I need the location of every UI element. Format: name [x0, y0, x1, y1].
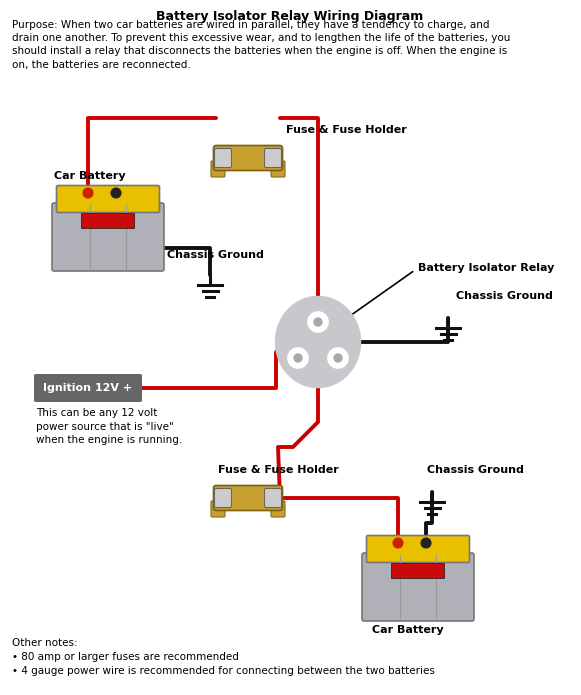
Circle shape	[393, 538, 403, 548]
FancyBboxPatch shape	[214, 149, 231, 167]
FancyBboxPatch shape	[213, 486, 282, 511]
FancyBboxPatch shape	[211, 501, 225, 517]
Text: This can be any 12 volt
power source that is "live"
when the engine is running.: This can be any 12 volt power source tha…	[36, 408, 182, 445]
FancyBboxPatch shape	[56, 186, 160, 213]
Circle shape	[314, 318, 322, 326]
FancyBboxPatch shape	[362, 553, 474, 621]
Text: Other notes:
• 80 amp or larger fuses are recommended
• 4 gauge power wire is re: Other notes: • 80 amp or larger fuses ar…	[12, 638, 435, 676]
FancyBboxPatch shape	[52, 203, 164, 271]
Circle shape	[288, 348, 308, 368]
FancyBboxPatch shape	[81, 213, 134, 229]
Text: Purpose: When two car batteries are wired in parallel, they have a tendency to c: Purpose: When two car batteries are wire…	[12, 20, 510, 70]
FancyBboxPatch shape	[264, 149, 282, 167]
Circle shape	[83, 188, 93, 198]
FancyBboxPatch shape	[214, 489, 231, 507]
Circle shape	[308, 312, 328, 332]
Circle shape	[334, 354, 342, 362]
Text: Chassis Ground: Chassis Ground	[427, 465, 524, 475]
Circle shape	[421, 538, 431, 548]
FancyBboxPatch shape	[213, 145, 282, 170]
FancyBboxPatch shape	[271, 161, 285, 177]
Circle shape	[111, 188, 121, 198]
FancyBboxPatch shape	[392, 564, 444, 578]
Text: Car Battery: Car Battery	[54, 171, 125, 181]
FancyBboxPatch shape	[367, 536, 469, 562]
Text: Battery Isolator Relay Wiring Diagram: Battery Isolator Relay Wiring Diagram	[156, 10, 424, 23]
Text: Battery Isolator Relay: Battery Isolator Relay	[418, 263, 554, 273]
FancyBboxPatch shape	[271, 501, 285, 517]
Text: Fuse & Fuse Holder: Fuse & Fuse Holder	[286, 125, 407, 135]
Text: Chassis Ground: Chassis Ground	[167, 250, 263, 260]
Text: Car Battery: Car Battery	[372, 625, 444, 635]
Text: Fuse & Fuse Holder: Fuse & Fuse Holder	[218, 465, 339, 475]
Circle shape	[294, 354, 302, 362]
Text: Ignition 12V +: Ignition 12V +	[44, 383, 132, 393]
FancyBboxPatch shape	[264, 489, 282, 507]
FancyBboxPatch shape	[34, 374, 142, 402]
FancyBboxPatch shape	[211, 161, 225, 177]
Text: Chassis Ground: Chassis Ground	[456, 291, 553, 301]
Ellipse shape	[276, 297, 360, 387]
Circle shape	[328, 348, 348, 368]
